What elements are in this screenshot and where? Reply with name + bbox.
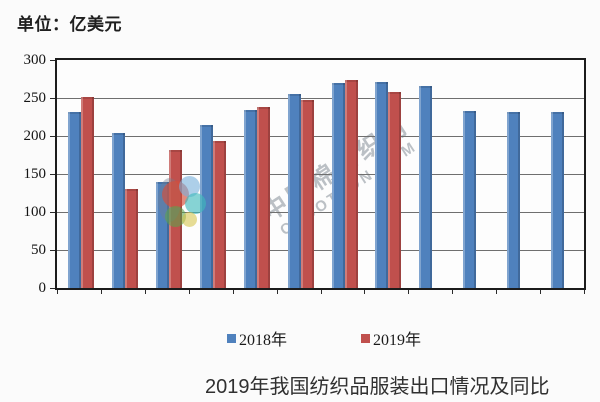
bar-2019年-6 bbox=[300, 100, 314, 288]
bar-2019年-4 bbox=[212, 140, 226, 288]
bar-2019年-5 bbox=[256, 107, 270, 288]
legend-label-2018: 2018年 bbox=[239, 332, 288, 349]
y-tick-mark-100 bbox=[50, 212, 57, 213]
legend-swatch-2019-icon bbox=[361, 333, 370, 343]
unit-label: 单位：亿美元 bbox=[17, 15, 122, 34]
x-tick-mark-8 bbox=[408, 290, 410, 294]
y-tick-label-100: 100 bbox=[23, 204, 47, 220]
gridline-100 bbox=[57, 212, 584, 213]
y-tick-label-0: 0 bbox=[38, 280, 47, 296]
gridline-50 bbox=[57, 250, 584, 251]
y-tick-label-300: 300 bbox=[23, 52, 47, 68]
y-tick-mark-0 bbox=[50, 288, 57, 289]
x-tick-mark-6 bbox=[320, 290, 322, 294]
bar-2018年-2 bbox=[111, 132, 125, 288]
bar-2018年-4 bbox=[199, 124, 213, 288]
x-tick-mark-7 bbox=[364, 290, 366, 294]
bar-2019年-8 bbox=[388, 91, 402, 288]
bar-2019年-7 bbox=[344, 79, 358, 288]
y-tick-label-150: 150 bbox=[23, 166, 47, 182]
bar-2019年-1 bbox=[81, 97, 94, 288]
y-tick-label-50: 50 bbox=[31, 242, 46, 258]
bar-2018年-10 bbox=[463, 110, 477, 288]
bar-2018年-3 bbox=[155, 181, 169, 288]
x-tick-mark-5 bbox=[276, 290, 278, 294]
bar-2018年-11 bbox=[507, 112, 521, 288]
bar-2018年-12 bbox=[551, 112, 565, 288]
x-tick-mark-4 bbox=[232, 290, 234, 294]
gridline-200 bbox=[57, 136, 584, 137]
y-tick-mark-250 bbox=[50, 98, 57, 99]
x-tick-mark-2 bbox=[144, 290, 146, 294]
y-tick-label-250: 250 bbox=[23, 90, 47, 106]
x-tick-mark-3 bbox=[188, 290, 190, 294]
bar-2018年-6 bbox=[287, 94, 301, 288]
bar-2018年-8 bbox=[375, 82, 389, 288]
gridline-150 bbox=[57, 174, 584, 175]
y-tick-label-200: 200 bbox=[23, 128, 47, 144]
gridline-250 bbox=[57, 98, 584, 99]
bar-2019年-3 bbox=[168, 150, 182, 288]
y-tick-mark-150 bbox=[50, 174, 57, 175]
logo-blue-circle bbox=[179, 176, 200, 197]
x-tick-mark-9 bbox=[452, 290, 454, 294]
bar-2018年-1 bbox=[68, 112, 81, 288]
plot-area: 中国棉纺织网 CNCOTTON.COM bbox=[55, 58, 586, 290]
bar-2018年-7 bbox=[331, 82, 345, 288]
bar-2019年-2 bbox=[124, 189, 138, 288]
x-tick-mark-10 bbox=[496, 290, 498, 294]
bar-2018年-5 bbox=[243, 110, 257, 288]
logo-yellow-circle bbox=[182, 212, 197, 227]
x-tick-mark-1 bbox=[100, 290, 102, 294]
chart-caption-text: 2019年我国纺织品服装出口情况及同比 bbox=[205, 376, 550, 398]
legend-item-2018: 2018年 bbox=[227, 329, 288, 349]
y-tick-mark-300 bbox=[50, 60, 57, 61]
legend-item-2019: 2019年 bbox=[361, 329, 422, 349]
y-tick-mark-50 bbox=[50, 250, 57, 251]
bar-2018年-9 bbox=[419, 85, 433, 288]
x-tick-mark-12 bbox=[584, 290, 585, 294]
legend-label-2019: 2019年 bbox=[373, 332, 422, 349]
y-tick-mark-200 bbox=[50, 136, 57, 137]
legend-swatch-2018-icon bbox=[227, 333, 236, 343]
x-tick-mark-0 bbox=[57, 290, 58, 294]
x-tick-mark-11 bbox=[540, 290, 542, 294]
